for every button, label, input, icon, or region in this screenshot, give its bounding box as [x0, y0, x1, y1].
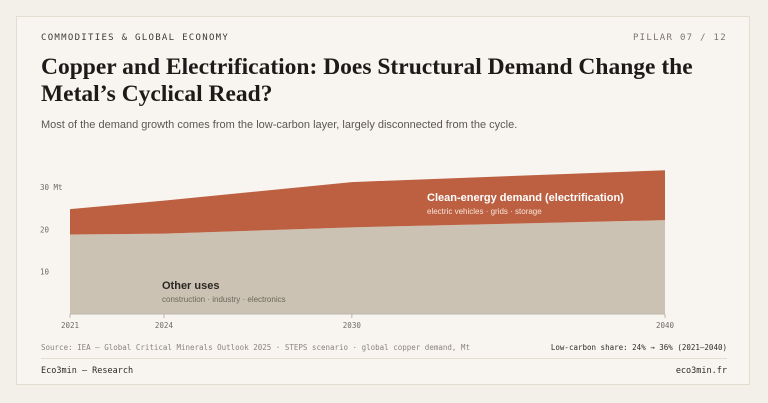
category-label: COMMODITIES & GLOBAL ECONOMY: [41, 33, 230, 43]
area-series-1: [70, 220, 665, 314]
x-tick-label: 2040: [656, 321, 675, 330]
y-tick-label: 10: [40, 268, 50, 277]
page-title: Copper and Electrification: Does Structu…: [41, 54, 693, 107]
y-tick-label: 30 Mt: [40, 183, 63, 192]
x-tick-label: 2021: [61, 321, 79, 330]
brand-name: Eco3min — Research: [41, 366, 134, 376]
series-sublabel-clean: electric vehicles · grids · storage: [427, 207, 542, 216]
x-tick-label: 2030: [343, 321, 362, 330]
series-label-other: Other uses: [162, 280, 219, 292]
site-url: eco3min.fr: [675, 366, 727, 376]
x-tick-label: 2024: [155, 321, 174, 330]
area-series-2: [70, 170, 665, 235]
low-carbon-share: Low-carbon share: 24% → 36% (2021–2040): [550, 343, 727, 352]
source-note: Source: IEA — Global Critical Minerals O…: [41, 343, 470, 352]
series-sublabel-other: construction · industry · electronics: [162, 295, 286, 304]
page-subtitle: Most of the demand growth comes from the…: [41, 119, 518, 131]
series-label-clean: Clean-energy demand (electrification): [427, 192, 624, 204]
y-tick-label: 20: [40, 225, 50, 234]
pillar-counter: PILLAR 07 / 12: [632, 33, 727, 43]
footer-divider: [41, 358, 727, 359]
